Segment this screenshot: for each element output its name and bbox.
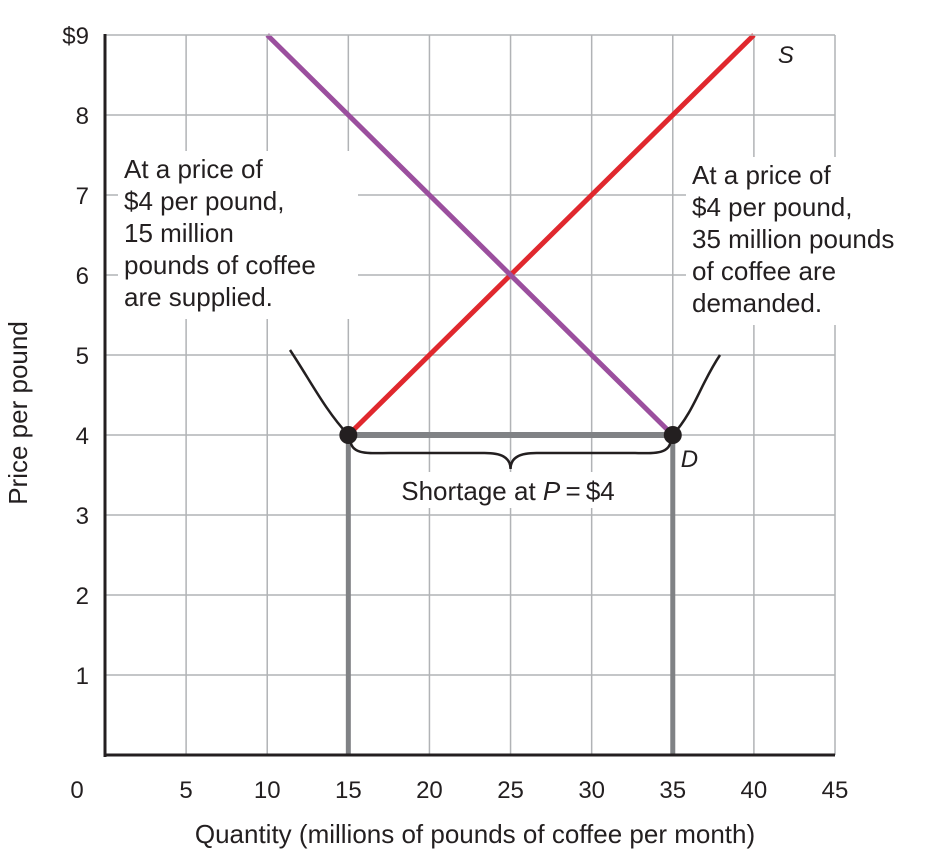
x-tick-label: 25 [497, 777, 524, 804]
x-tick-label: 30 [578, 777, 605, 804]
annotation-demanded-line: $4 per pound, [692, 192, 852, 222]
price-4-point [663, 426, 682, 444]
x-tick-label: 10 [254, 777, 281, 804]
y-tick-label: 3 [76, 503, 89, 530]
annotation-supplied-line: 15 million [124, 218, 234, 248]
annotation-supplied-line: At a price of [124, 154, 264, 184]
y-tick-label: 2 [76, 583, 89, 610]
annotation-leaders [288, 349, 722, 436]
annotations: At a price of$4 per pound,15 millionpoun… [118, 151, 936, 508]
annotation-demanded-line: 35 million pounds [692, 224, 894, 254]
supply-line [346, 33, 756, 437]
supply-curve-label: S [778, 42, 794, 69]
y-tick-label: 7 [76, 183, 89, 210]
demand-curve-label: D [681, 446, 698, 473]
leader-line-left [288, 349, 350, 436]
shortage-label: Shortage at P = $4 [401, 476, 615, 506]
shortage-label-var: P [543, 476, 561, 506]
annotation-supplied-line: pounds of coffee [124, 250, 316, 280]
annotation-demanded-line: of coffee are [692, 256, 836, 286]
grid [105, 35, 835, 755]
x-tick-label: 45 [822, 777, 849, 804]
shortage-label-bg [378, 472, 636, 508]
y-tick-label: 8 [76, 103, 89, 130]
x-axis-label: Quantity (millions of pounds of coffee p… [195, 819, 755, 849]
x-tick-label: 5 [179, 777, 192, 804]
quantity-drop-lines [345, 435, 676, 755]
annotation-supplied-line: $4 per pound, [124, 186, 284, 216]
x-tick-label: 0 [70, 777, 83, 804]
plot-frame [103, 34, 836, 757]
x-tick-label: 15 [335, 777, 362, 804]
annotation-supplied-line: are supplied. [124, 282, 273, 312]
shortage-brace-path [349, 438, 673, 470]
shortage-label-prefix: Shortage at [401, 476, 543, 506]
curve-labels: SD [681, 42, 794, 473]
intersection-points [339, 426, 682, 444]
x-tick-label: 35 [659, 777, 686, 804]
annotation-demanded-line: At a price of [692, 160, 832, 190]
y-tick-label: 1 [76, 663, 89, 690]
shortage-label-suffix: = $4 [560, 476, 615, 506]
y-tick-label: 6 [76, 263, 89, 290]
series-lines [265, 33, 756, 437]
y-axis-label: Price per pound [3, 321, 33, 505]
leader-line-right [671, 354, 722, 436]
x-tick-label: 40 [741, 777, 768, 804]
price-4-point [339, 426, 358, 444]
y-tick-label: $9 [62, 23, 89, 50]
annotation-demanded-line: demanded. [692, 288, 822, 318]
x-tick-label: 20 [416, 777, 443, 804]
annotation-supplied-bg [118, 151, 358, 319]
y-tick-label: 5 [76, 343, 89, 370]
demand-line [265, 33, 675, 437]
y-tick-label: 4 [76, 423, 89, 450]
shortage-brace [349, 438, 673, 470]
annotation-demanded-bg [686, 157, 936, 325]
